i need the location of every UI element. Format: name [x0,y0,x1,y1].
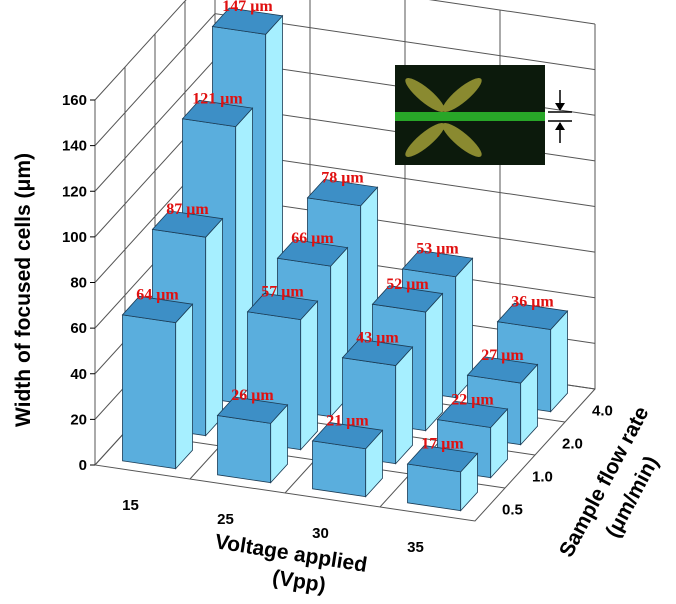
z-tick-label: 100 [62,229,87,246]
value-label: 87 μm [166,201,209,218]
wall-edge [94,24,596,522]
z-tick-label: 40 [70,366,87,383]
value-label: 66 μm [291,230,334,247]
bar-top [311,422,384,450]
value-label: 147 μm [222,0,273,15]
inset-electrode [442,78,482,112]
z-tick-label: 160 [62,92,87,109]
x-tick-label: 30 [312,525,329,542]
bar-top [466,356,539,384]
value-label: 52 μm [386,276,429,293]
inset-arrow [555,122,565,130]
x-tick-label: 35 [407,539,424,556]
inset-stream [395,112,545,121]
value-label: 27 μm [481,347,524,364]
bar-top [211,7,284,35]
bar-top [276,239,349,267]
bar-top [181,99,254,128]
bar-top [371,285,444,313]
value-label: 26 μm [231,387,274,404]
value-label: 64 μm [136,287,179,304]
z-tick-label: 120 [62,183,87,200]
y-tick-label: 4.0 [592,403,613,420]
y-tick-label: 2.0 [562,436,583,453]
inset-electrode [405,78,445,112]
z-axis-title: Width of focused cells (μm) [12,153,35,427]
value-label: 43 μm [356,329,399,346]
bar-top [246,292,319,321]
bar-top [121,295,194,324]
z-tick-label: 0 [79,457,87,474]
z-tick-label: 80 [70,275,87,292]
x-axis-title: (Vpp) [271,566,328,597]
value-label: 53 μm [416,241,459,258]
bar-front [312,440,367,498]
inset-electrode [405,123,445,157]
bar-top [496,302,569,330]
bar-side [205,217,223,437]
bar-front [122,314,177,470]
grid-line [94,0,596,101]
value-label: 36 μm [511,293,554,310]
bar-side [175,303,193,470]
value-label: 17 μm [421,436,464,453]
y-tick-label: 0.5 [502,502,523,519]
value-label: 78 μm [321,170,364,187]
x-tick-label: 15 [122,497,139,514]
value-label: 22 μm [451,391,494,408]
value-label: 57 μm [261,283,304,300]
z-tick-label: 20 [70,411,87,428]
x-tick-label: 25 [217,511,234,528]
inset-electrode [442,123,482,157]
bar-top [216,396,289,424]
inset-image [395,65,572,165]
bar-side [300,300,318,451]
bar-side [395,346,413,465]
bar-front [217,415,272,484]
grid-line [94,13,596,146]
bar-top [406,445,479,473]
bar-top [401,250,474,278]
y-tick-label: 1.0 [532,469,553,486]
bar-top [306,178,379,207]
value-label: 21 μm [326,413,369,430]
value-label: 121 μm [192,90,243,107]
bar-side [425,292,443,432]
bar-top [341,338,414,366]
z-tick-label: 60 [70,320,87,337]
inset-arrow [555,103,565,111]
bar-top [436,400,509,428]
bar-top [151,210,224,238]
z-tick-label: 140 [62,138,87,155]
